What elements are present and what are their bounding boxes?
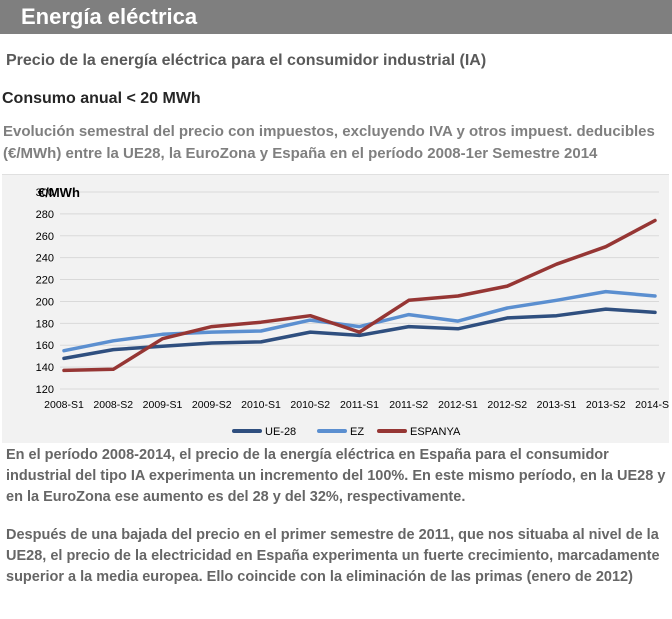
chart-panel: 120 140 160 180 200 220 240 260 280 300 €/MWh 2008-…: [2, 174, 669, 443]
y-tick-label: 260: [36, 231, 54, 243]
paragraph-2: Después de una bajada del precio en el p…: [6, 527, 660, 585]
y-tick-label: 160: [36, 340, 54, 352]
header-bar: Energía eléctrica: [0, 0, 672, 34]
x-tick-label: 2013-S2: [586, 399, 626, 411]
consumption-label: Consumo anual < 20 MWh: [2, 90, 201, 107]
y-tick-label: 240: [36, 253, 54, 265]
series-line-espanya: [62, 218, 657, 373]
legend-label: ESPANYA: [410, 426, 461, 438]
line-chart: 120 140 160 180 200 220 240 260 280 300€/MWh 2008-…: [36, 185, 669, 438]
x-tick-label: 2009-S2: [192, 399, 232, 411]
y-tick-label: 140: [36, 362, 54, 374]
legend-label: EZ: [350, 426, 364, 438]
x-tick-label: 2011-S2: [389, 399, 428, 411]
series-line-ue-28: [62, 307, 657, 361]
x-tick-label: 2009-S1: [143, 399, 183, 411]
page-title: Energía eléctrica: [21, 4, 198, 29]
y-axis-label: €/MWh: [38, 185, 80, 200]
paragraph-1: En el período 2008-2014, el precio de la…: [6, 447, 666, 505]
y-tick-label: 120: [36, 384, 54, 396]
y-tick-label: 200: [36, 296, 54, 308]
x-tick-label: 2012-S1: [438, 399, 478, 411]
x-tick-label: 2010-S2: [290, 399, 330, 411]
page-subtitle: Precio de la energía eléctrica para el c…: [6, 52, 487, 69]
x-tick-label: 2010-S1: [241, 399, 281, 411]
x-tick-label: 2014-S1: [635, 399, 669, 411]
x-tick-label: 2008-S1: [44, 399, 84, 411]
x-tick-label: 2012-S2: [487, 399, 527, 411]
y-tick-label: 280: [36, 209, 54, 221]
x-tick-label: 2011-S1: [340, 399, 379, 411]
chart-description: Evolución semestral del precio con impue…: [3, 123, 655, 162]
x-tick-label: 2013-S1: [537, 399, 577, 411]
x-tick-label: 2008-S2: [93, 399, 133, 411]
series-line-ez: [62, 289, 657, 353]
legend-label: UE-28: [265, 426, 296, 438]
y-tick-label: 220: [36, 275, 54, 287]
y-tick-label: 180: [36, 318, 54, 330]
y-tick-label: 300: [36, 187, 54, 199]
